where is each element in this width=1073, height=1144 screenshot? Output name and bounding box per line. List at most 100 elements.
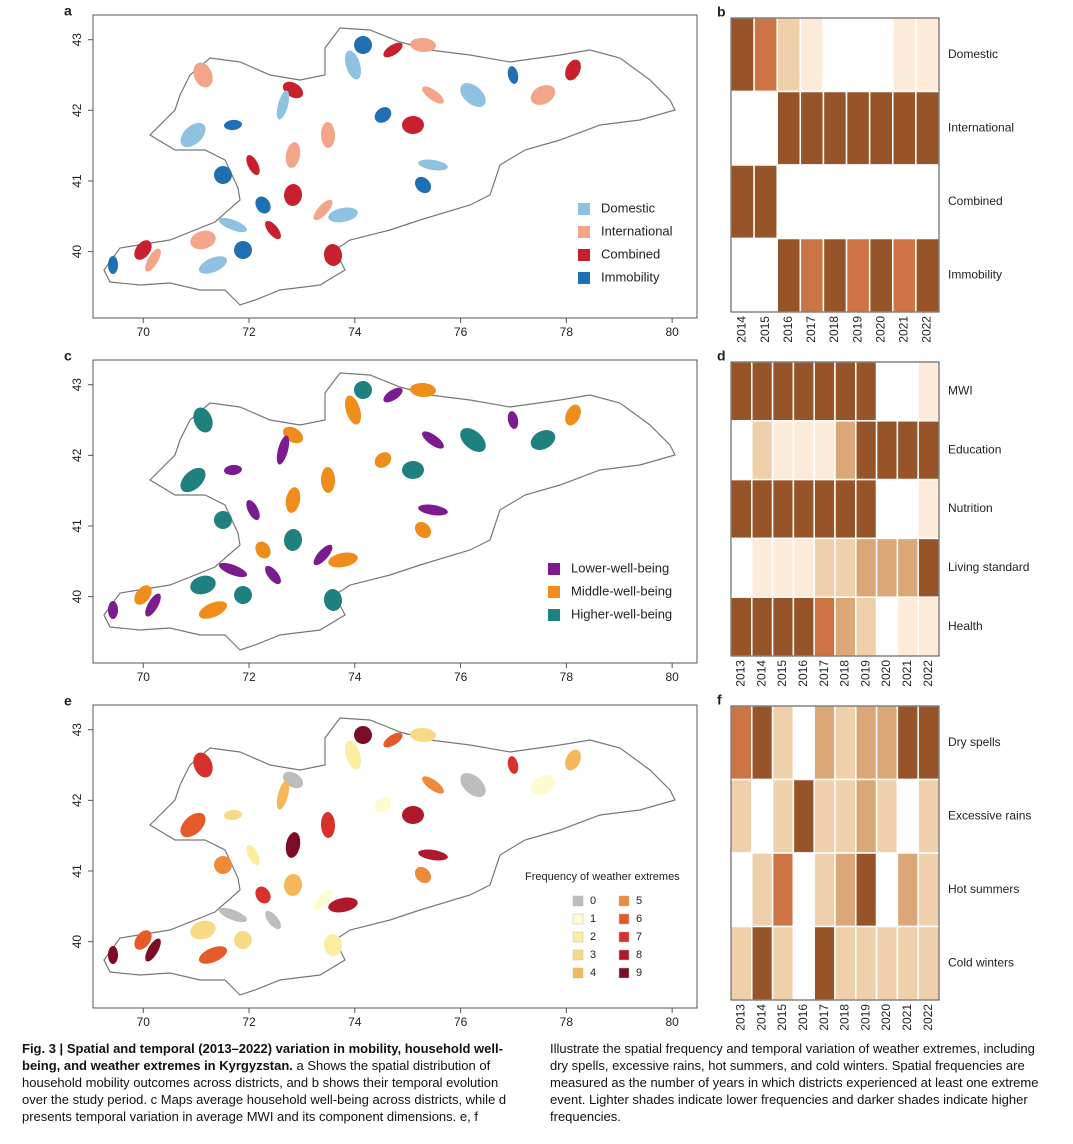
- legend-title: Frequency of weather extremes: [525, 871, 680, 883]
- year-label: 2016: [796, 1004, 810, 1030]
- district-patch: [320, 467, 336, 493]
- heat-cell: [875, 361, 899, 422]
- heat-cell: [730, 90, 755, 166]
- legend-label: 3: [590, 949, 596, 961]
- panel-label: a: [64, 3, 72, 19]
- district-patch: [410, 37, 436, 53]
- heat-cell: [771, 852, 795, 928]
- year-label: 2017: [817, 1004, 831, 1030]
- heat-cell: [875, 925, 899, 1001]
- heat-cell: [730, 17, 755, 93]
- district-patch: [134, 240, 152, 260]
- year-label: 2022: [921, 660, 935, 687]
- district-patch: [374, 107, 392, 123]
- district-patch: [234, 586, 252, 604]
- district-patch: [418, 159, 448, 171]
- caption-text: a Shows the spatial distribution of hous…: [22, 1041, 1039, 1124]
- legend-label: 6: [636, 913, 642, 925]
- x-tick-label: 70: [137, 670, 151, 684]
- legend-label: 9: [636, 967, 642, 979]
- district-patch: [265, 910, 281, 930]
- district-patch: [422, 776, 444, 794]
- row-label: MWI: [948, 384, 973, 398]
- legend-swatch: [618, 967, 630, 979]
- district-patch: [224, 809, 242, 821]
- district-patch: [283, 529, 303, 551]
- heat-cell: [834, 361, 857, 422]
- heat-cell: [792, 852, 815, 928]
- heat-cell: [855, 778, 878, 854]
- district-patch: [224, 464, 242, 476]
- heat-cell: [834, 420, 857, 481]
- heat-cell: [868, 164, 894, 240]
- district-patch: [255, 196, 271, 214]
- district-patch: [530, 84, 556, 106]
- panel-label: f: [717, 692, 722, 708]
- x-tick-label: 78: [560, 1015, 574, 1029]
- legend-swatch: [578, 226, 590, 238]
- row-label: Immobility: [948, 267, 1002, 281]
- map-panel: 70 72 74 76 78 80 40 41 42 43 Lower-well-being Midd…: [70, 359, 698, 684]
- heat-cell: [792, 478, 815, 540]
- legend-swatch: [618, 931, 630, 943]
- year-label: 2021: [900, 660, 914, 687]
- heat-cell: [875, 537, 899, 598]
- district-patch: [285, 487, 301, 513]
- heat-cell: [855, 361, 878, 422]
- year-label: 2021: [897, 316, 911, 343]
- district-patch: [108, 601, 118, 619]
- heat-cell: [751, 537, 774, 598]
- district-patch: [402, 460, 424, 480]
- district-patch: [214, 166, 232, 184]
- caption: Fig. 3 | Spatial and temporal (2013–2022…: [22, 1040, 1052, 1140]
- row-label: Excessive rains: [948, 808, 1031, 822]
- heat-cell: [915, 90, 940, 166]
- heat-cell: [868, 90, 894, 166]
- y-tick-label: 43: [70, 723, 84, 737]
- year-label: 2016: [781, 316, 795, 343]
- district-patch: [354, 35, 372, 54]
- district-patch: [193, 407, 213, 433]
- year-label: 2014: [735, 316, 749, 343]
- x-tick-label: 70: [137, 1015, 151, 1029]
- heat-cell: [834, 778, 857, 854]
- heat-cell: [751, 925, 774, 1001]
- y-tick-label: 41: [70, 174, 84, 188]
- heat-cell: [753, 17, 778, 93]
- panel-label: c: [64, 348, 72, 364]
- heat-cell: [751, 596, 774, 657]
- legend-swatch: [548, 586, 560, 598]
- year-label: 2018: [838, 660, 852, 687]
- district-patch: [414, 176, 432, 194]
- district-patch: [374, 452, 392, 468]
- y-tick-label: 41: [70, 864, 84, 878]
- heat-cell: [813, 478, 836, 540]
- heat-cell: [730, 925, 753, 1001]
- district-patch: [383, 732, 403, 748]
- row-label: Cold winters: [948, 955, 1014, 969]
- district-patch: [265, 220, 281, 240]
- heat-cell: [855, 852, 878, 928]
- heat-cell: [834, 705, 857, 781]
- legend-label: Immobility: [601, 269, 660, 284]
- row-label: Hot summers: [948, 882, 1019, 896]
- district-patch: [108, 946, 118, 964]
- district-patch: [246, 154, 260, 176]
- heat-cell: [917, 596, 940, 657]
- heat-cell: [896, 596, 919, 657]
- district-patch: [344, 740, 362, 770]
- district-patch: [422, 431, 444, 449]
- heat-cell: [799, 90, 825, 166]
- row-label: International: [948, 120, 1014, 134]
- heat-cell: [776, 90, 802, 166]
- heat-cell: [771, 596, 795, 657]
- x-tick-label: 78: [560, 325, 574, 339]
- heat-cell: [917, 478, 940, 540]
- heat-cell: [792, 537, 815, 598]
- heat-cell: [730, 478, 753, 540]
- row-label: Combined: [948, 194, 1003, 208]
- heat-cell: [855, 705, 878, 781]
- plot-frame: [92, 14, 698, 319]
- district-patch: [283, 874, 303, 896]
- heat-cell: [751, 778, 774, 854]
